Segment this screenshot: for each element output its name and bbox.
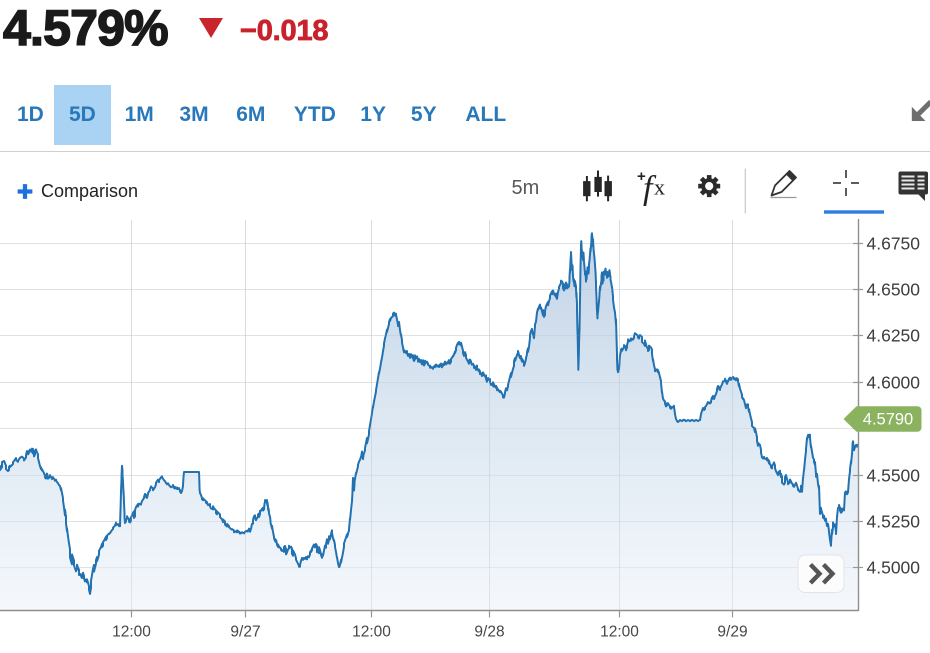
- svg-text:x: x: [654, 175, 665, 200]
- svg-text:12:00: 12:00: [600, 624, 639, 641]
- svg-text:4.5500: 4.5500: [867, 466, 921, 486]
- svg-text:12:00: 12:00: [112, 624, 151, 641]
- svg-text:4.6250: 4.6250: [867, 326, 921, 346]
- svg-text:4.5000: 4.5000: [867, 558, 921, 578]
- svg-text:4.5250: 4.5250: [867, 512, 921, 532]
- svg-text:4.6000: 4.6000: [867, 373, 921, 393]
- svg-text:+: +: [637, 168, 646, 185]
- svg-text:4.6500: 4.6500: [867, 280, 921, 300]
- svg-text:12:00: 12:00: [352, 624, 391, 641]
- svg-text:9/29: 9/29: [717, 624, 747, 641]
- svg-text:4.6750: 4.6750: [867, 234, 921, 254]
- svg-text:9/28: 9/28: [474, 624, 504, 641]
- svg-text:4.5790: 4.5790: [863, 411, 913, 429]
- svg-text:9/27: 9/27: [230, 624, 260, 641]
